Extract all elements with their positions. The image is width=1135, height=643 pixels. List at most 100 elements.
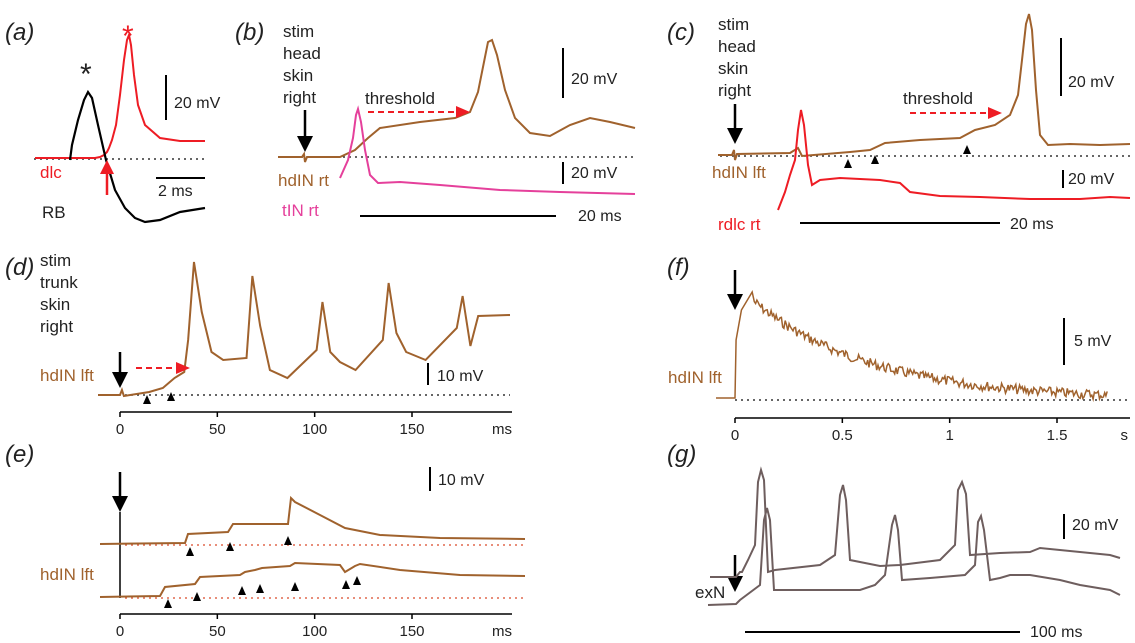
scale-c-v1-label: 20 mV: [1068, 74, 1115, 91]
stim-c-2: head: [718, 37, 756, 56]
trace-f-label: hdIN lft: [668, 368, 722, 387]
scale-f-v-label: 5 mV: [1074, 333, 1112, 350]
event-marker-e-1: [186, 547, 194, 556]
trace-b-tin: [339, 105, 636, 195]
event-marker-e-7: [256, 584, 264, 593]
x-tick-label-e: 0: [116, 623, 124, 640]
star-red: *: [122, 20, 134, 53]
stim-d-2: trunk: [40, 273, 78, 292]
threshold-c-label: threshold: [903, 89, 973, 108]
event-marker-c-3: [963, 145, 971, 154]
panel-c-label: (c): [667, 19, 695, 46]
stim-c-1: stim: [718, 15, 749, 34]
scale-e-v-label: 10 mV: [438, 472, 485, 489]
trace-e-2: [99, 561, 526, 598]
trace-g-2: [707, 507, 1121, 606]
stim-b-4: right: [283, 88, 316, 107]
trace-b-hdin: [278, 38, 636, 163]
threshold-b-arrow-head: [456, 106, 470, 118]
trace-b-tin-label: tIN rt: [282, 201, 319, 220]
stim-c-3: skin: [718, 59, 748, 78]
stim-arrow-f-head: [727, 294, 743, 310]
trace-a-dlc-label: dlc: [40, 163, 62, 182]
x-axis-f: 0 0.5 1 1.5 s: [731, 417, 1130, 444]
threshold-d-arrow-head: [176, 362, 190, 374]
scale-b-v1-label: 20 mV: [571, 71, 618, 88]
x-tick-label-d: 50: [209, 421, 226, 438]
trace-c-hdin: [718, 13, 1131, 161]
scale-b-t-label: 20 ms: [578, 208, 622, 225]
scale-a-t-label: 2 ms: [158, 183, 193, 200]
stim-b-1: stim: [283, 22, 314, 41]
event-marker-e-6: [238, 586, 246, 595]
stim-d-3: skin: [40, 295, 70, 314]
trace-c-hdin-label: hdIN lft: [712, 163, 766, 182]
stim-d-4: right: [40, 317, 73, 336]
stim-b-2: head: [283, 44, 321, 63]
panel-g-label: (g): [667, 441, 696, 468]
event-marker-e-5: [193, 592, 201, 601]
scale-b-v2-label: 20 mV: [571, 165, 618, 182]
threshold-b-label: threshold: [365, 89, 435, 108]
star-black: *: [80, 58, 92, 91]
panel-e-label: (e): [5, 441, 34, 468]
trace-a-rb: [68, 89, 206, 224]
event-marker-e-8: [291, 582, 299, 591]
panel-f: (f) 5 mV hdIN lft 0 0.5 1 1.5 s: [667, 254, 1130, 444]
x-tick-label-d: 100: [302, 421, 327, 438]
x-axis-d: 0 50 100 150 ms: [116, 411, 512, 438]
event-marker-c-1: [844, 159, 852, 168]
arrow-a-red-head: [100, 160, 114, 174]
x-tick-label-e: 50: [209, 623, 226, 640]
panel-e: (e) 10 mV hdIN lft 0 50 100 150 ms: [5, 441, 526, 640]
stim-b-3: skin: [283, 66, 313, 85]
trace-g-label: exN: [695, 583, 725, 602]
x-tick-label-e: 150: [399, 623, 424, 640]
threshold-c-arrow-head: [988, 107, 1002, 119]
x-tick-label-d: 0: [116, 421, 124, 438]
x-tick-label-f: 1.5: [1047, 427, 1068, 444]
stim-arrow-g-head: [727, 576, 743, 592]
x-tick-label-d: 150: [399, 421, 424, 438]
trace-e-1: [99, 495, 526, 545]
trace-c-rdlc-label: rdlc rt: [718, 215, 761, 234]
trace-f-hdin: [716, 289, 1108, 403]
trace-b-hdin-label: hdIN rt: [278, 171, 329, 190]
event-marker-e-10: [353, 576, 361, 585]
scale-c-t-label: 20 ms: [1010, 216, 1054, 233]
event-marker-e-9: [342, 580, 350, 589]
trace-d-label: hdIN lft: [40, 366, 94, 385]
stim-c-4: right: [718, 81, 751, 100]
panel-a-label: (a): [5, 19, 34, 46]
x-axis-unit-e: ms: [492, 623, 512, 640]
stim-arrow-b-head: [297, 136, 313, 152]
trace-e-label: hdIN lft: [40, 565, 94, 584]
trace-d-hdin: [98, 261, 511, 398]
x-axis-unit-f: s: [1121, 427, 1129, 444]
stim-d-1: stim: [40, 251, 71, 270]
x-tick-label-f: 0.5: [832, 427, 853, 444]
event-marker-c-2: [871, 155, 879, 164]
panel-d: (d) stim trunk skin right 10 mV hdIN lft…: [5, 251, 512, 438]
scale-c-v2-label: 20 mV: [1068, 171, 1115, 188]
x-tick-label-f: 1: [945, 427, 953, 444]
panel-f-label: (f): [667, 254, 690, 281]
x-tick-label-e: 100: [302, 623, 327, 640]
x-axis-e: 0 50 100 150 ms: [116, 613, 512, 640]
panel-b-label: (b): [235, 19, 264, 46]
scale-a-v-label: 20 mV: [174, 95, 221, 112]
event-marker-e-4: [164, 599, 172, 608]
x-tick-label-f: 0: [731, 427, 739, 444]
x-axis-unit-d: ms: [492, 421, 512, 438]
scale-d-v-label: 10 mV: [437, 368, 484, 385]
event-marker-d-2: [167, 392, 175, 401]
panel-g: (g) 20 mV exN 100 ms: [667, 441, 1121, 641]
panel-b: (b) stim head skin right threshold 20 mV…: [235, 19, 636, 225]
trace-c-rdlc: [777, 109, 1131, 211]
trace-a-rb-label: RB: [42, 203, 66, 222]
panel-c: (c) stim head skin right threshold 20 mV…: [667, 13, 1131, 234]
stim-arrow-e-head: [112, 496, 128, 512]
scale-g-t-label: 100 ms: [1030, 624, 1082, 641]
event-marker-d-1: [143, 395, 151, 404]
event-marker-e-3: [284, 536, 292, 545]
